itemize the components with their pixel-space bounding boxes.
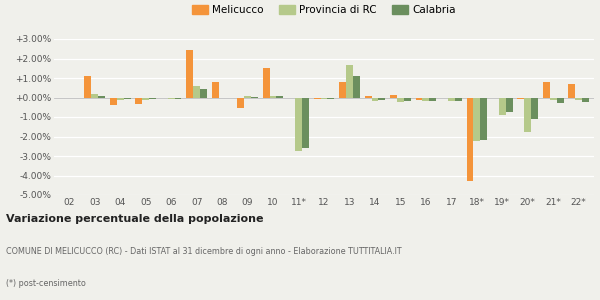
Bar [244,95,251,98]
Bar [353,76,360,98]
Bar [582,98,589,102]
Bar [473,98,480,141]
Bar [339,82,346,98]
Bar [430,98,436,101]
Bar [448,98,455,101]
Bar [149,98,156,99]
Bar [455,98,461,101]
Bar [557,98,563,103]
Bar [168,98,175,99]
Bar [117,98,124,100]
Bar [263,68,269,98]
Text: (*) post-censimento: (*) post-censimento [6,279,86,288]
Bar [251,97,258,98]
Bar [320,98,328,99]
Bar [517,98,524,99]
Legend: Melicucco, Provincia di RC, Calabria: Melicucco, Provincia di RC, Calabria [188,1,460,19]
Bar [499,98,506,115]
Text: COMUNE DI MELICUCCO (RC) - Dati ISTAT al 31 dicembre di ogni anno - Elaborazione: COMUNE DI MELICUCCO (RC) - Dati ISTAT al… [6,248,401,256]
Bar [136,98,142,104]
Bar [379,98,385,100]
Bar [467,98,473,181]
Bar [237,98,244,108]
Bar [404,98,411,101]
Bar [269,95,277,98]
Text: Variazione percentuale della popolazione: Variazione percentuale della popolazione [6,214,263,224]
Bar [422,98,430,101]
Bar [91,94,98,98]
Bar [110,98,117,105]
Bar [371,98,379,101]
Bar [531,98,538,119]
Bar [328,98,334,99]
Bar [397,98,404,102]
Bar [277,95,283,98]
Bar [568,84,575,98]
Bar [346,65,353,98]
Bar [193,86,200,98]
Bar [175,98,181,99]
Bar [98,95,105,98]
Bar [302,98,309,148]
Bar [200,89,207,98]
Bar [85,76,91,98]
Bar [390,95,397,98]
Bar [550,98,557,100]
Bar [524,98,531,132]
Bar [416,98,422,100]
Bar [142,98,149,100]
Bar [212,82,218,98]
Bar [506,98,512,112]
Bar [314,98,320,99]
Bar [187,50,193,98]
Bar [480,98,487,140]
Bar [124,98,131,99]
Bar [575,98,582,100]
Bar [543,82,550,98]
Bar [295,98,302,151]
Bar [365,95,371,98]
